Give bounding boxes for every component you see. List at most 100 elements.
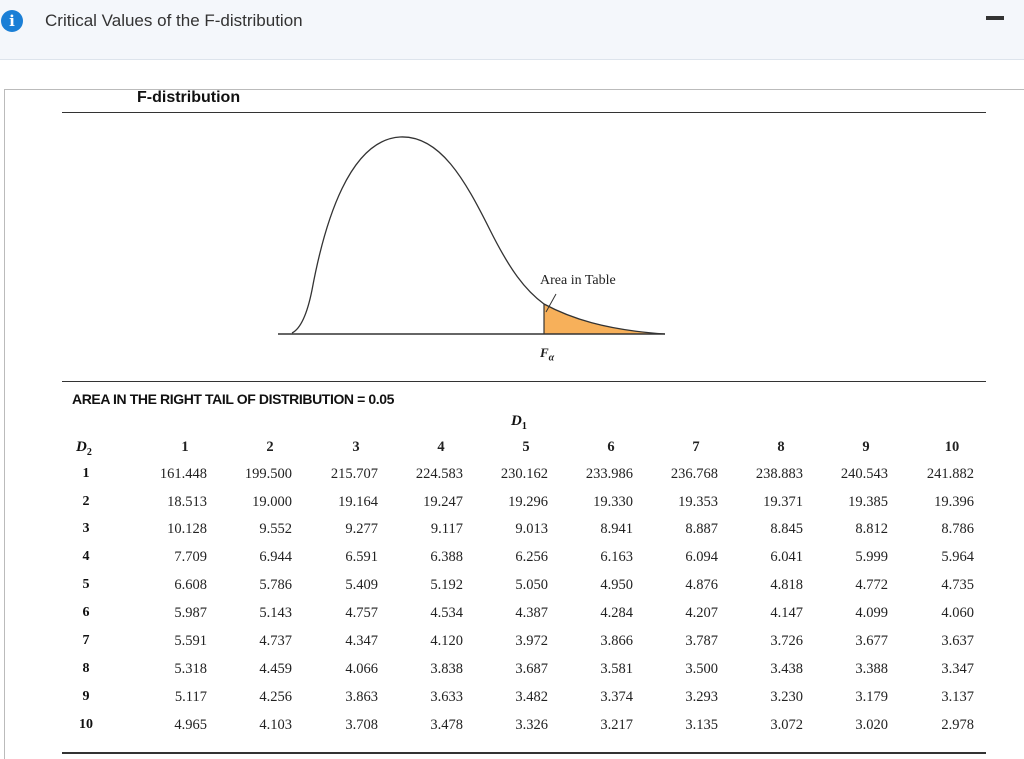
table-cell: 5.318 [174, 661, 207, 677]
column-header: 7 [692, 439, 700, 455]
area-in-table-label: Area in Table [540, 273, 616, 288]
table-cell: 3.866 [600, 633, 633, 649]
d2-label: D2 [76, 439, 92, 458]
table-cell: 3.374 [600, 689, 633, 705]
table-cell: 9.552 [259, 521, 292, 537]
table-cell: 2.978 [941, 717, 974, 733]
table-cell: 4.060 [941, 605, 974, 621]
table-cell: 19.247 [423, 494, 463, 510]
table-cell: 9.013 [515, 521, 548, 537]
table-cell: 3.863 [345, 689, 378, 705]
info-icon: i [1, 10, 23, 32]
table-cell: 3.787 [685, 633, 718, 649]
table-cell: 3.326 [515, 717, 548, 733]
table-cell: 199.500 [244, 466, 292, 482]
table-cell: 3.581 [600, 661, 633, 677]
table-cell: 8.887 [685, 521, 718, 537]
table-cell: 6.388 [430, 549, 463, 565]
table-cell: 18.513 [167, 494, 207, 510]
table-cell: 5.192 [430, 577, 463, 593]
column-header: 8 [777, 439, 785, 455]
table-cell: 6.094 [685, 549, 718, 565]
area-pointer [545, 293, 557, 313]
table-cell: 5.786 [259, 577, 292, 593]
content-panel [4, 89, 1024, 759]
page-title: Critical Values of the F-distribution [45, 11, 303, 30]
column-header: 1 [181, 439, 189, 455]
table-cell: 6.256 [515, 549, 548, 565]
table-cell: 5.143 [259, 605, 292, 621]
table-cell: 3.388 [855, 661, 888, 677]
column-header: 4 [437, 439, 445, 455]
table-cell: 3.708 [345, 717, 378, 733]
table-cell: 215.707 [330, 466, 378, 482]
divider [62, 381, 986, 382]
table-cell: 4.099 [855, 605, 888, 621]
row-header: 1 [82, 466, 90, 481]
table-cell: 19.396 [934, 494, 974, 510]
table-cell: 3.217 [600, 717, 633, 733]
table-cell: 5.591 [174, 633, 207, 649]
shaded-tail [544, 304, 665, 334]
table-cell: 4.757 [345, 605, 378, 621]
row-header: 6 [82, 605, 90, 620]
table-cell: 4.876 [685, 577, 718, 593]
table-cell: 8.786 [941, 521, 974, 537]
table-cell: 4.103 [259, 717, 292, 733]
table-cell: 3.137 [941, 689, 974, 705]
table-cell: 4.965 [174, 717, 207, 733]
table-heading: AREA IN THE RIGHT TAIL OF DISTRIBUTION =… [72, 391, 395, 407]
table-cell: 4.950 [600, 577, 633, 593]
table-cell: 9.117 [430, 521, 463, 537]
table-cell: 233.986 [585, 466, 633, 482]
column-header: 9 [862, 439, 870, 455]
table-cell: 236.768 [670, 466, 718, 482]
table-cell: 4.534 [430, 605, 463, 621]
table-cell: 3.230 [770, 689, 803, 705]
table-cell: 4.147 [770, 605, 803, 621]
table-cell: 8.941 [600, 521, 633, 537]
row-header: 8 [82, 661, 90, 676]
table-cell: 19.164 [338, 494, 378, 510]
column-header: 10 [944, 439, 960, 455]
table-cell: 9.277 [345, 521, 378, 537]
figure-title: F-distribution [137, 89, 241, 106]
table-cell: 3.838 [430, 661, 463, 677]
row-header: 2 [82, 494, 90, 509]
table-cell: 5.964 [941, 549, 974, 565]
table-cell: 3.500 [685, 661, 718, 677]
table-cell: 5.999 [855, 549, 888, 565]
table-cell: 4.818 [770, 577, 803, 593]
divider [62, 112, 986, 113]
table-cell: 3.637 [941, 633, 974, 649]
table-cell: 4.737 [259, 633, 292, 649]
table-cell: 19.353 [678, 494, 718, 510]
table-cell: 6.163 [600, 549, 633, 565]
row-header: 4 [82, 549, 90, 564]
table-cell: 10.128 [167, 521, 207, 537]
table-cell: 3.633 [430, 689, 463, 705]
table-cell: 19.330 [593, 494, 633, 510]
table-cell: 161.448 [159, 466, 207, 482]
row-header: 5 [82, 577, 90, 592]
table-cell: 8.845 [770, 521, 803, 537]
table-cell: 5.409 [345, 577, 378, 593]
minus-icon[interactable] [986, 16, 1004, 20]
table-cell: 4.735 [941, 577, 974, 593]
table-cell: 4.066 [345, 661, 378, 677]
d1-label: D1 [511, 413, 527, 432]
table-cell: 19.371 [763, 494, 803, 510]
table-cell: 3.020 [855, 717, 888, 733]
table-cell: 19.000 [252, 494, 292, 510]
table-cell: 4.387 [515, 605, 548, 621]
column-header: 6 [607, 439, 615, 455]
table-cell: 224.583 [415, 466, 463, 482]
column-header: 2 [266, 439, 274, 455]
table-cell: 6.608 [174, 577, 207, 593]
table-cell: 3.179 [855, 689, 888, 705]
table-cell: 7.709 [174, 549, 207, 565]
table-cell: 8.812 [855, 521, 888, 537]
density-curve [291, 136, 666, 335]
table-cell: 5.050 [515, 577, 548, 593]
